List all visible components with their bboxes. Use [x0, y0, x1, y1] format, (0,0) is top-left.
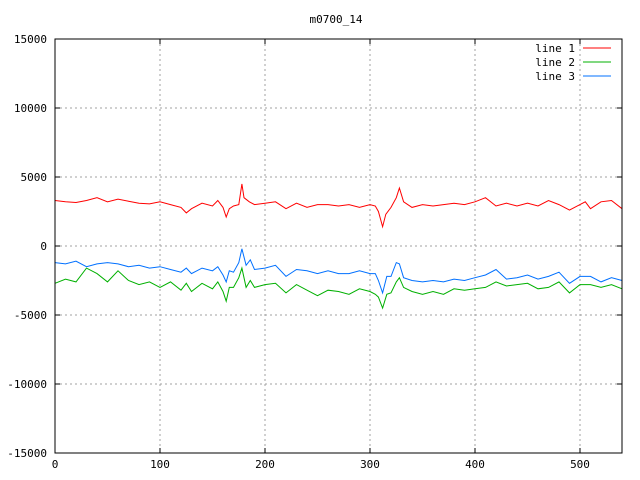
x-tick-label: 500 — [570, 458, 590, 471]
chart-title: m0700_14 — [310, 13, 363, 26]
y-tick-label: 10000 — [14, 102, 47, 115]
series-line-2 — [54, 266, 623, 310]
legend-label-1: line 1 — [535, 42, 575, 55]
series-group — [54, 183, 623, 310]
legend-label-3: line 3 — [535, 70, 575, 83]
y-tick-label: 15000 — [14, 33, 47, 46]
legend-label-2: line 2 — [535, 56, 575, 69]
y-tick-label: 0 — [40, 240, 47, 253]
y-tick-label: 5000 — [21, 171, 48, 184]
y-tick-label: -10000 — [7, 378, 47, 391]
y-tick-label: -5000 — [14, 309, 47, 322]
x-tick-label: 200 — [255, 458, 275, 471]
series-line-3 — [54, 248, 623, 295]
x-tick-label: 0 — [52, 458, 59, 471]
x-tick-label: 300 — [360, 458, 380, 471]
grid — [55, 39, 622, 453]
x-tick-label: 400 — [465, 458, 485, 471]
y-tick-label: -15000 — [7, 447, 47, 460]
series-line-1 — [54, 183, 623, 229]
ticks: 0 100 200 300 400 500 -15000 -10000 -5000 0 5000 10… — [7, 33, 622, 471]
x-tick-label: 100 — [150, 458, 170, 471]
